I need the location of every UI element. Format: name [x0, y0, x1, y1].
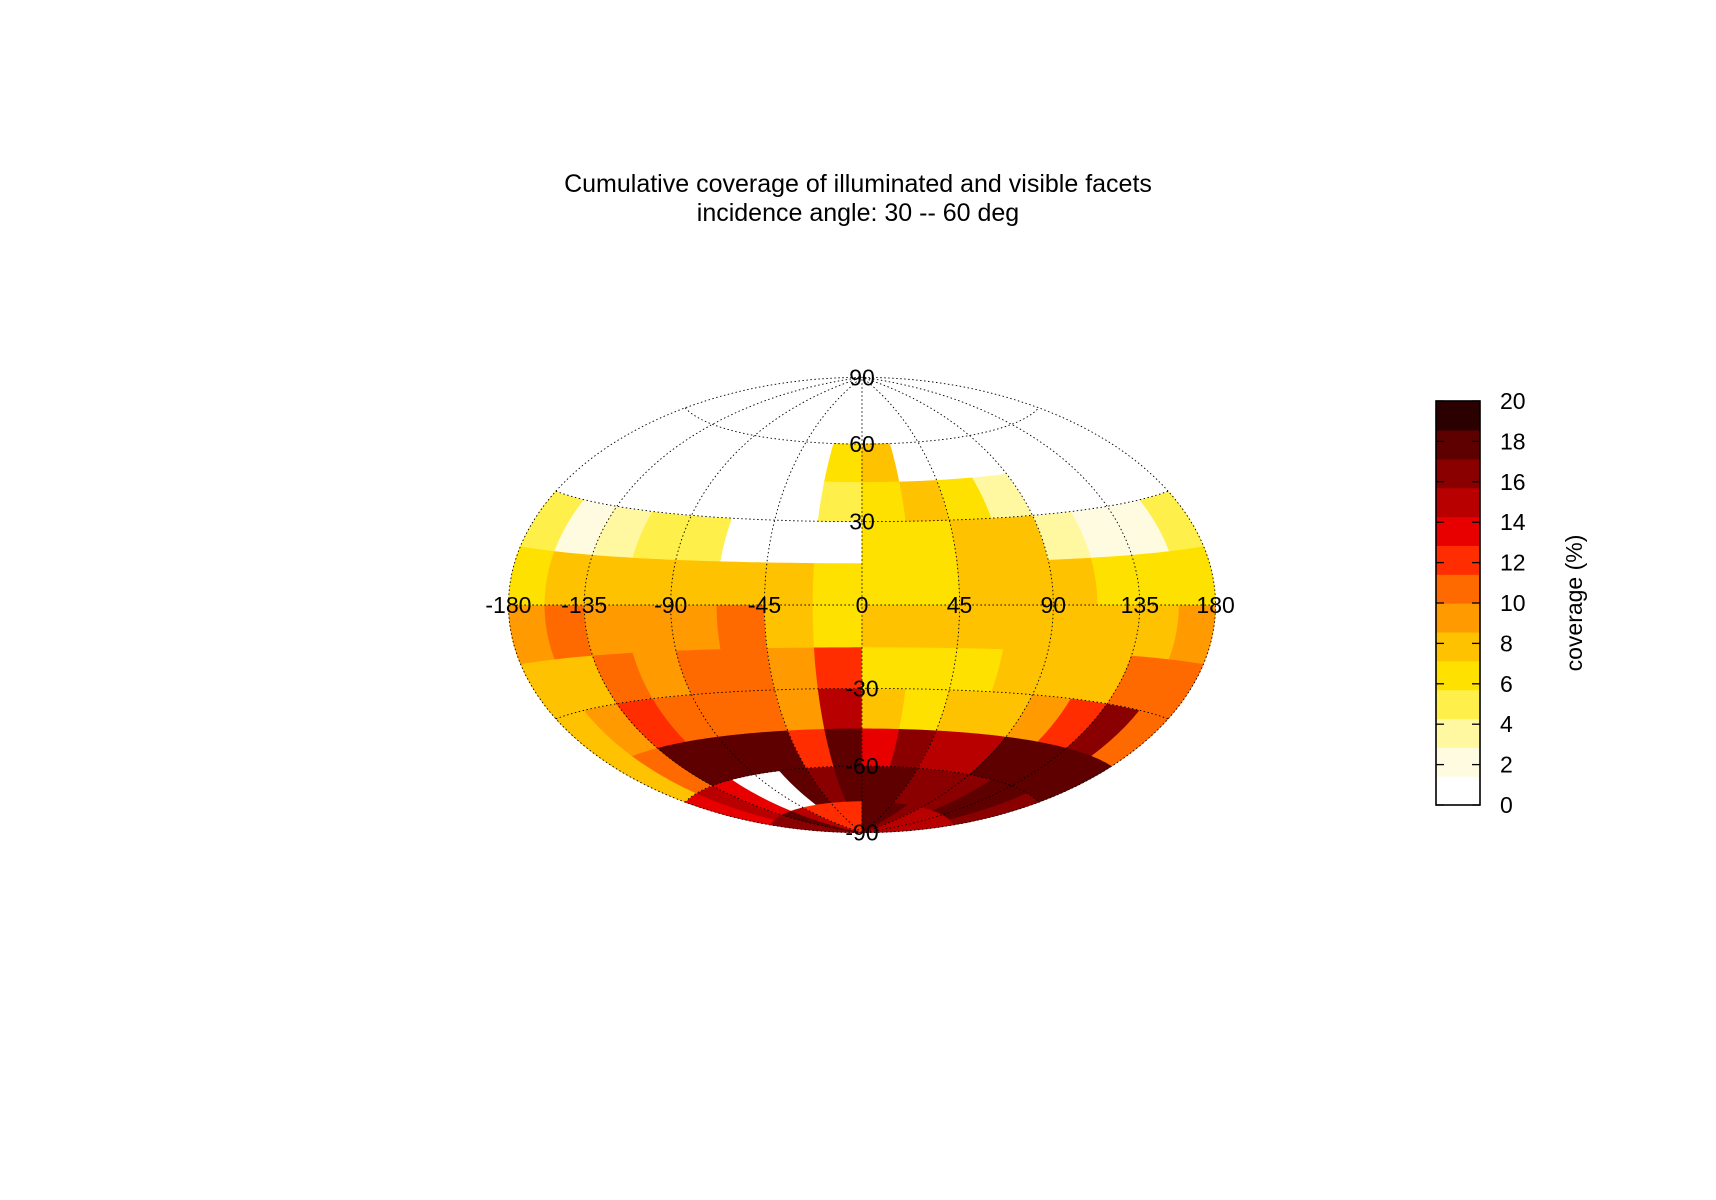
lon-tick-label: 90 — [1041, 592, 1067, 618]
colorbar-swatch — [1436, 574, 1480, 604]
colorbar-swatch — [1436, 516, 1480, 546]
lat-tick-label: -30 — [845, 675, 878, 701]
colorbar-tick-label: 10 — [1500, 590, 1526, 616]
lon-tick-label: 135 — [1121, 592, 1159, 618]
lon-tick-label: -45 — [748, 592, 781, 618]
coverage-cell — [905, 519, 958, 564]
coverage-cell — [861, 562, 912, 606]
colorbar-tick-label: 12 — [1500, 550, 1526, 576]
coverage-cell — [766, 646, 819, 691]
colorbar-swatch — [1436, 429, 1480, 460]
meridian-line — [861, 376, 960, 834]
colorbar-tick-label: 16 — [1500, 469, 1526, 495]
colorbar-tick-label: 18 — [1500, 428, 1526, 454]
lat-tick-label: 60 — [849, 431, 875, 457]
colorbar-swatch — [1436, 487, 1480, 518]
colorbar-swatch — [1436, 545, 1480, 575]
colorbar-tick-label: 2 — [1500, 752, 1513, 778]
lon-tick-label: 45 — [947, 592, 973, 618]
coverage-cell — [905, 646, 958, 691]
colorbar-swatch — [1436, 458, 1480, 489]
colorbar-swatch — [1436, 689, 1480, 720]
colorbar-swatch — [1436, 718, 1480, 748]
colorbar-tick-label: 4 — [1500, 711, 1513, 737]
coverage-cell — [861, 604, 912, 648]
colorbar-tick-label: 14 — [1500, 509, 1526, 535]
colorbar-label: coverage (%) — [1561, 535, 1587, 672]
coverage-cell — [1026, 407, 1113, 455]
lat-tick-label: 30 — [849, 509, 875, 535]
colorbar-swatch — [1436, 747, 1480, 777]
parallel-line — [555, 490, 1169, 523]
lon-tick-label: -135 — [561, 592, 607, 618]
coverage-cells — [508, 407, 1216, 834]
lon-tick-label: -180 — [485, 592, 531, 618]
lat-tick-label: 90 — [849, 364, 875, 390]
meridian-line — [861, 376, 1217, 834]
chart-subtitle: incidence angle: 30 -- 60 deg — [697, 199, 1019, 227]
colorbar: 0 2 4 6 8 10 12 14 16 18 20 coverage (%) — [1435, 388, 1587, 818]
axis-tick-labels: -180 -135 -90 -45 0 45 90 135 180 90 60 30 -30 -60 -90 — [485, 364, 1234, 845]
lat-tick-label: -60 — [845, 753, 878, 779]
lon-tick-label: 0 — [856, 592, 869, 618]
colorbar-swatch — [1436, 776, 1480, 806]
colorbar-tick-label: 20 — [1500, 388, 1526, 414]
lon-tick-label: -90 — [654, 592, 687, 618]
graticule — [507, 376, 1217, 834]
parallel-line — [555, 687, 1169, 720]
colorbar-swatch — [1436, 603, 1480, 633]
colorbar-tick-label: 8 — [1500, 630, 1513, 656]
coverage-cell — [766, 519, 819, 564]
chart-title: Cumulative coverage of illuminated and v… — [564, 170, 1152, 198]
colorbar-swatch — [1436, 401, 1480, 431]
colorbar-tick-label: 0 — [1500, 792, 1513, 818]
colorbar-tick-label: 6 — [1500, 671, 1513, 697]
colorbar-swatch — [1436, 631, 1480, 662]
lon-tick-label: 180 — [1196, 592, 1234, 618]
lat-tick-label: -90 — [845, 820, 878, 846]
colorbar-swatch — [1436, 660, 1480, 691]
